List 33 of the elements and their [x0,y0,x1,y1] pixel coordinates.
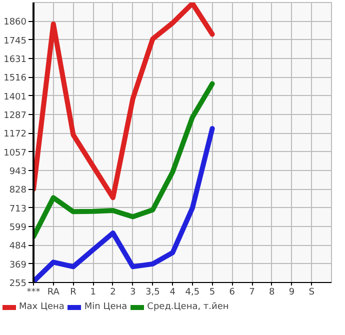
y-tick-label: 943 [9,167,27,177]
y-tick-label: 1401 [4,92,26,102]
y-tick-label: 1860 [4,18,27,28]
y-tick-label: 1631 [4,55,26,65]
x-tick-label: 5 [209,288,216,298]
legend-label: Сред.Цена, т.йен [147,302,229,312]
y-tick-label: 1172 [4,130,26,140]
legend-label: Min Цена [84,302,128,312]
x-tick-label: 8 [269,288,276,298]
y-tick-label: 255 [9,279,27,289]
y-tick-label: 1287 [4,111,26,121]
y-tick-label: 599 [9,223,27,233]
x-tick-label: 3,5 [146,288,160,298]
x-tick-label: 4,5 [185,288,200,298]
y-tick-label: 1057 [4,148,26,158]
x-tick-label: 1 [90,288,96,298]
x-tick-label: 3 [130,288,136,298]
y-tick-label: 484 [9,242,27,252]
y-tick-label: 1745 [4,36,26,46]
x-tick-label: 4 [170,288,176,298]
y-tick-label: 713 [9,204,27,214]
y-tick-label: 828 [9,186,27,196]
legend-label: Max Цена [19,302,64,312]
x-tick-label: 2 [110,288,116,298]
x-tick-label: S [308,288,315,298]
y-tick-label: 369 [9,260,27,270]
y-tick-label: 1516 [4,74,27,84]
x-tick-label: R [70,288,76,298]
x-tick-label: 7 [249,288,255,298]
x-tick-label: RA [47,288,60,298]
x-tick-label: 6 [229,288,236,298]
x-tick-label: 9 [288,288,295,298]
x-tick-label: *** [26,288,41,298]
